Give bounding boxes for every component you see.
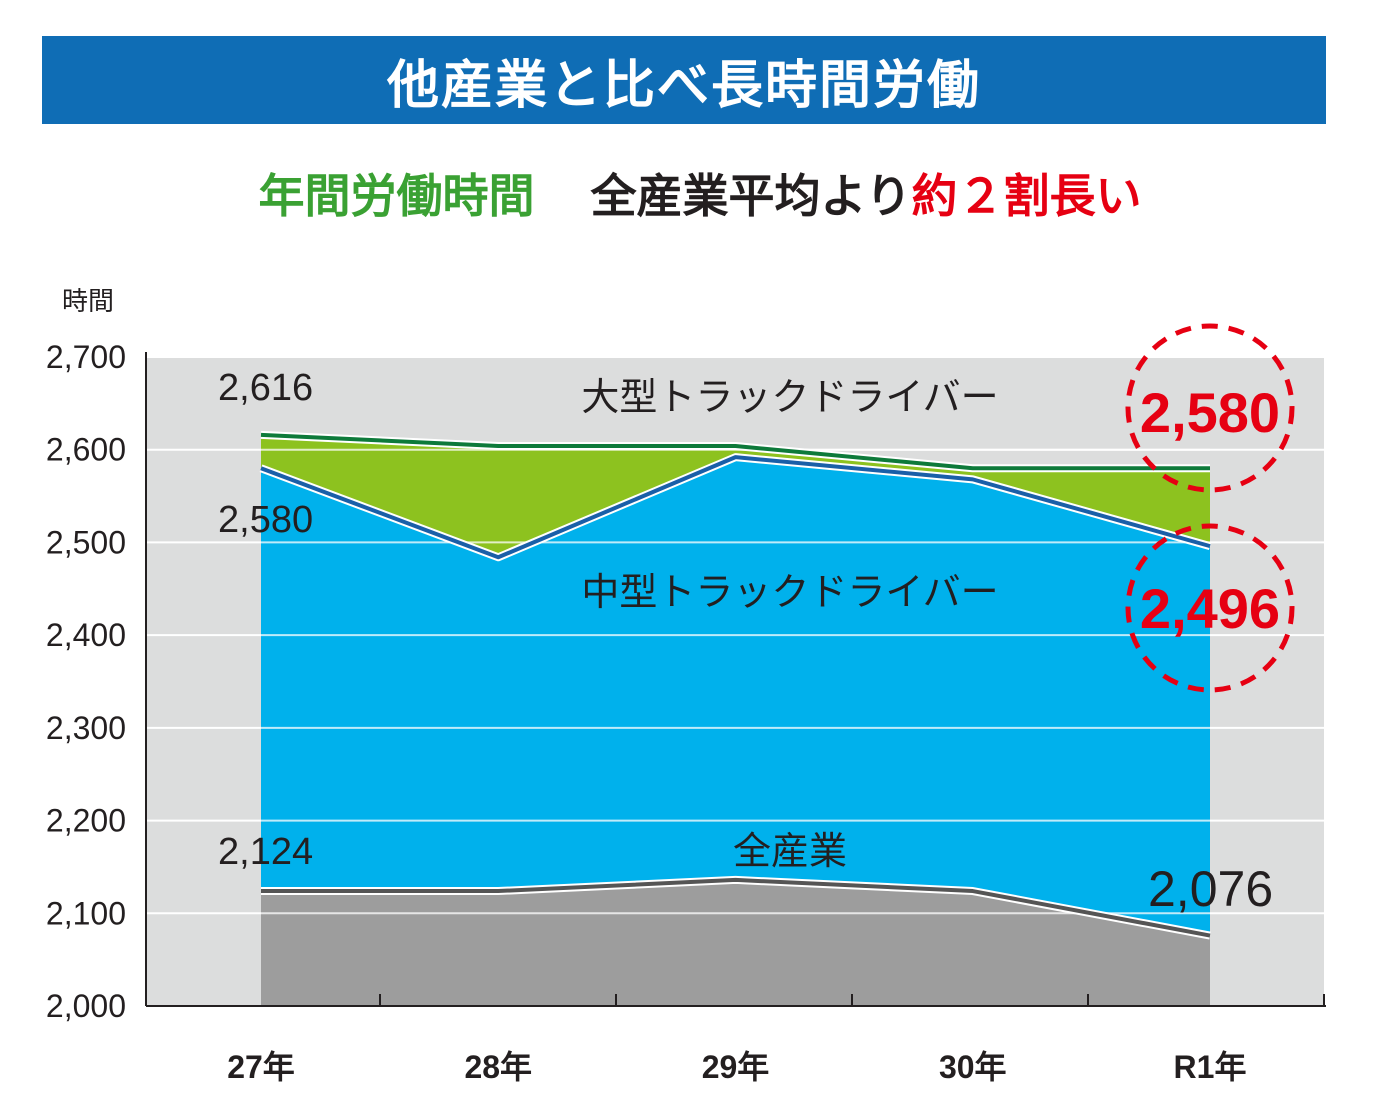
- highlight-value-large: 2,580: [1140, 381, 1280, 444]
- x-tick-label: 27年: [227, 1049, 295, 1085]
- x-tick-labels: 27年 28年 29年 30年 R1年: [227, 1049, 1246, 1085]
- y-tick-label: 2,500: [46, 524, 126, 560]
- subtitle-emphasis: 約２割長い: [911, 169, 1142, 223]
- y-tick-labels: 2,000 2,100 2,200 2,300 2,400 2,500 2,600 2,700: [46, 339, 126, 1024]
- highlight-circle-large: [1125, 323, 1295, 493]
- series-label-large-truck: 大型トラックドライバー: [581, 375, 998, 419]
- series-label-medium-truck: 中型トラックドライバー: [581, 570, 998, 614]
- y-tick-label: 2,600: [46, 432, 126, 468]
- highlight-value-medium: 2,496: [1140, 577, 1280, 640]
- x-tick-label: R1年: [1174, 1049, 1247, 1085]
- y-tick-label: 2,400: [46, 617, 126, 653]
- y-tick-label: 2,100: [46, 895, 126, 931]
- area-medium-truck: [261, 457, 1210, 1006]
- x-tick-label: 29年: [702, 1049, 770, 1085]
- y-tick-label: 2,700: [46, 339, 126, 375]
- y-axis-title: 時間: [62, 287, 114, 317]
- axes: [145, 352, 1326, 1007]
- area-all-industry: [261, 879, 1210, 1006]
- data-label-all-first: 2,124: [218, 831, 313, 873]
- highlight-circle-medium: [1125, 523, 1295, 693]
- y-tick-label: 2,300: [46, 710, 126, 746]
- series-label-all-industry: 全産業: [733, 829, 847, 873]
- data-label-large-first: 2,616: [218, 367, 313, 409]
- chart-title: 他産業と比べ長時間労働: [386, 55, 981, 116]
- x-tick-label: 30年: [939, 1049, 1007, 1085]
- line-all-industry: [261, 877, 1211, 938]
- line-large-truck: [260, 432, 1210, 471]
- y-tick-label: 2,000: [46, 988, 126, 1024]
- chart-title-banner: 他産業と比べ長時間労働: [42, 36, 1326, 124]
- y-tick-label: 2,200: [46, 803, 126, 839]
- x-tick-label: 28年: [464, 1049, 532, 1085]
- subtitle-annual-hours: 年間労働時間: [258, 169, 535, 223]
- subtitle-comparison: 全産業平均より: [590, 169, 912, 223]
- line-medium-truck: [260, 455, 1211, 560]
- area-series: [259, 430, 1212, 1006]
- data-label-all-last: 2,076: [1148, 861, 1273, 917]
- chart-subtitle: 年間労働時間 全産業平均より約２割長い: [0, 160, 1400, 226]
- data-label-medium-first: 2,580: [218, 499, 313, 541]
